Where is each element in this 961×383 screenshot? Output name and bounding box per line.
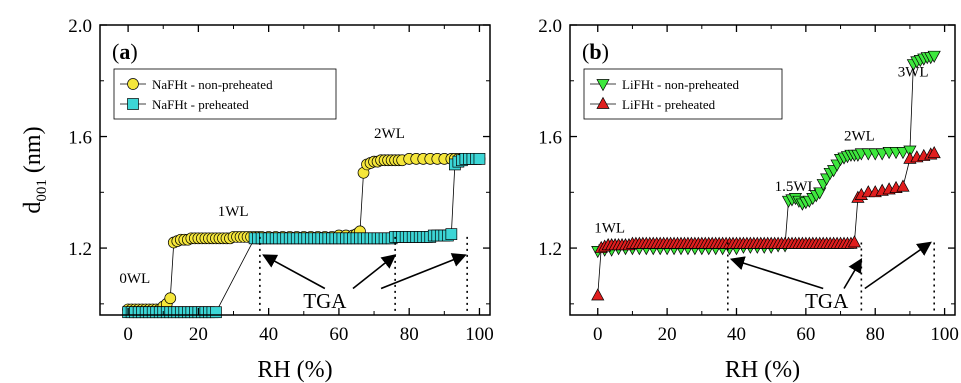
- y-tick-label: 1.6: [68, 128, 92, 149]
- legend-marker: [127, 98, 139, 110]
- panel-a-label-close-paren: ): [130, 39, 137, 64]
- panel-a-label-letter: a: [119, 39, 130, 64]
- panel-b-label: (b): [582, 39, 609, 64]
- panel-a-label: (a): [112, 39, 138, 64]
- y-tick-label: 1.6: [538, 128, 562, 149]
- y-tick-label: 2.0: [68, 16, 92, 37]
- legend-marker: [596, 79, 610, 92]
- legend-box: [583, 68, 783, 120]
- tga-arrow: [729, 256, 824, 290]
- hydration-state-label: 1WL: [594, 221, 625, 237]
- tga-label: TGA: [805, 289, 849, 313]
- tga-label: TGA: [303, 289, 347, 313]
- y-axis-title-unit: (nm): [20, 126, 46, 173]
- y-axis-title-subscript: 001: [34, 179, 50, 202]
- tga-arrow: [380, 253, 467, 290]
- hydration-state-label: 2WL: [844, 129, 875, 145]
- panel-b-legend: LiFHt - non-preheated LiFHt - preheated: [583, 68, 783, 120]
- data-point: [927, 50, 941, 63]
- series-connecting-line: [597, 152, 935, 296]
- data-point: [813, 187, 827, 200]
- tga-arrow: [262, 254, 326, 290]
- legend-entry-label: NaFHt - preheated: [152, 97, 249, 112]
- data-point: [473, 152, 486, 165]
- panel-b-label-close-paren: ): [602, 39, 609, 64]
- legend-entry-label: LiFHt - preheated: [622, 97, 716, 112]
- chart-panel-a: 0 20 40 60 80 100 1.2 1.6 2.0 TGA 0WL 1WL 2WL NaFH…: [20, 16, 494, 383]
- tga-arrow: [864, 241, 932, 290]
- panel-a-ticks: 0 20 40 60 80 100 1.2 1.6 2.0: [68, 16, 493, 345]
- hydration-state-label: 1.5WL: [775, 179, 817, 195]
- data-point: [164, 292, 177, 305]
- panel-a-y-axis-title: d001 (nm): [20, 126, 50, 213]
- x-tick-label: 40: [259, 324, 278, 345]
- panel-b-annotations: 1WL 1.5WL 2WL 3WL: [594, 65, 928, 237]
- data-point: [847, 235, 862, 248]
- panel-a-tga-markers: TGA: [259, 236, 468, 315]
- panel-a-annotations: 0WL 1WL 2WL: [119, 126, 405, 287]
- y-tick-label: 1.2: [68, 239, 92, 260]
- y-axis-title-main: d: [20, 202, 46, 214]
- x-tick-label: 100: [465, 324, 494, 345]
- data-point: [896, 179, 910, 192]
- data-point: [445, 228, 458, 240]
- x-tick-label: 60: [796, 324, 815, 345]
- panel-b-tga-markers: TGA: [727, 241, 935, 315]
- legend-marker: [596, 96, 610, 109]
- data-point: [903, 145, 917, 158]
- x-tick-label: 60: [329, 324, 348, 345]
- panel-b-data-marks: [591, 50, 941, 301]
- legend-entry-label: LiFHt - non-preheated: [622, 77, 739, 92]
- hydration-state-label: 2WL: [374, 126, 405, 142]
- panel-b-label-letter: b: [589, 39, 601, 64]
- hydration-state-label: 0WL: [119, 271, 150, 287]
- y-tick-label: 1.2: [538, 239, 562, 260]
- panel-b-x-axis-title: RH (%): [725, 357, 800, 383]
- x-tick-label: 0: [593, 324, 603, 345]
- x-tick-label: 80: [866, 324, 885, 345]
- panel-b-plot-frame: [569, 24, 956, 316]
- legend-entry-label: NaFHt - non-preheated: [152, 77, 273, 92]
- legend-marker: [127, 78, 139, 90]
- x-tick-label: 20: [658, 324, 677, 345]
- y-tick-label: 2.0: [538, 16, 562, 37]
- panel-b-label-open-paren: (: [582, 39, 589, 64]
- tga-arrow: [843, 257, 863, 289]
- x-tick-label: 20: [189, 324, 208, 345]
- panel-a-legend: NaFHt - non-preheated NaFHt - preheated: [113, 68, 337, 120]
- hydration-state-label: 3WL: [898, 65, 929, 81]
- x-tick-label: 0: [123, 324, 133, 345]
- chart-panel-b: 0 20 40 60 80 100 1.2 1.6 2.0 TGA 1WL 1.5WL 2WL 3WL…: [538, 16, 959, 383]
- data-point: [591, 288, 605, 301]
- x-tick-label: 40: [727, 324, 746, 345]
- data-point: [210, 306, 222, 319]
- hydration-state-label: 1WL: [218, 204, 249, 220]
- legend-box: [113, 68, 337, 120]
- data-point: [927, 146, 941, 159]
- panel-a-plot-frame: [99, 24, 491, 316]
- panel-a-x-axis-title: RH (%): [257, 357, 332, 383]
- panel-a-data-marks: [122, 152, 486, 319]
- x-tick-label: 100: [930, 324, 959, 345]
- x-tick-label: 80: [400, 324, 419, 345]
- panel-a-label-open-paren: (: [112, 39, 119, 64]
- panel-b-ticks: 0 20 40 60 80 100 1.2 1.6 2.0: [538, 16, 959, 345]
- tga-arrow: [352, 254, 397, 290]
